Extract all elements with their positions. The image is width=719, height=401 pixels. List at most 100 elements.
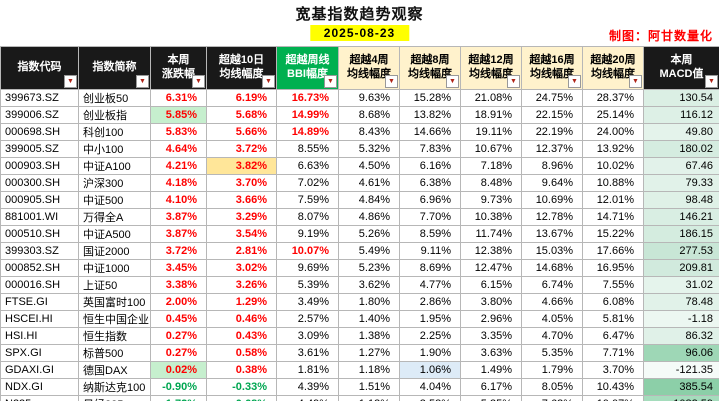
col-header-w16: 超越16周 均线幅度 ▼	[521, 46, 583, 90]
cell-w4: 5.26%	[338, 225, 400, 243]
cell-w16: 8.96%	[521, 157, 583, 175]
cell-w4: 1.40%	[338, 310, 400, 328]
cell-wk: 4.18%	[150, 174, 207, 192]
cell-macd: 180.02	[643, 140, 719, 158]
cell-w20: 24.00%	[582, 123, 644, 141]
cell-w4: 4.61%	[338, 174, 400, 192]
cell-w20: 15.22%	[582, 225, 644, 243]
cell-code: 000510.SH	[0, 225, 79, 243]
cell-w20: 6.47%	[582, 327, 644, 345]
cell-w16: 12.78%	[521, 208, 583, 226]
credit-label: 制图：阿甘数量化	[608, 29, 713, 43]
cell-d10: 6.19%	[206, 89, 277, 107]
cell-code: 399303.SZ	[0, 242, 79, 260]
filter-dropdown-icon[interactable]: ▼	[507, 75, 520, 88]
cell-w4: 1.27%	[338, 344, 400, 362]
filter-dropdown-icon[interactable]: ▼	[568, 75, 581, 88]
cell-w16: 7.63%	[521, 395, 583, 401]
table-row: HSI.HI 恒生指数 0.27% 0.43% 3.09% 1.38% 2.25% 3.35%…	[0, 327, 719, 345]
cell-w20: 10.02%	[582, 157, 644, 175]
cell-w8: 4.04%	[399, 378, 461, 396]
cell-w4: 1.18%	[338, 361, 400, 379]
title-row: 宽基指数趋势观察	[0, 0, 719, 25]
cell-w4: 8.68%	[338, 106, 400, 124]
cell-d10: 5.68%	[206, 106, 277, 124]
cell-code: 399006.SZ	[0, 106, 79, 124]
cell-w12: 21.08%	[460, 89, 522, 107]
cell-code: GDAXI.GI	[0, 361, 79, 379]
cell-name: 中证1000	[78, 259, 151, 277]
filter-dropdown-icon[interactable]: ▼	[385, 75, 398, 88]
filter-dropdown-icon[interactable]: ▼	[64, 75, 77, 88]
cell-name: 德国DAX	[78, 361, 151, 379]
cell-macd: 130.54	[643, 89, 719, 107]
col-header-d10: 超越10日 均线幅度 ▼	[206, 46, 277, 90]
cell-macd: 86.32	[643, 327, 719, 345]
filter-dropdown-icon[interactable]: ▼	[705, 75, 718, 88]
col-header-label: 超越12周 均线幅度	[468, 54, 514, 80]
cell-w4: 5.32%	[338, 140, 400, 158]
table-row: 399303.SZ 国证2000 3.72% 2.81% 10.07% 5.49% 9.11…	[0, 242, 719, 260]
cell-w12: 8.48%	[460, 174, 522, 192]
cell-w20: 14.71%	[582, 208, 644, 226]
filter-dropdown-icon[interactable]: ▼	[136, 75, 149, 88]
cell-macd: 78.48	[643, 293, 719, 311]
cell-wk: 3.38%	[150, 276, 207, 294]
cell-code: 000905.SH	[0, 191, 79, 209]
filter-dropdown-icon[interactable]: ▼	[629, 75, 642, 88]
cell-wk: 4.10%	[150, 191, 207, 209]
cell-w8: 7.70%	[399, 208, 461, 226]
cell-w20: 13.92%	[582, 140, 644, 158]
cell-name: 中小100	[78, 140, 151, 158]
table-row: NDX.GI 纳斯达克100 -0.90% -0.33% 4.39% 1.51% 4.04%…	[0, 378, 719, 396]
cell-wk: 5.83%	[150, 123, 207, 141]
cell-w8: 2.86%	[399, 293, 461, 311]
cell-macd: 79.33	[643, 174, 719, 192]
cell-w20: 16.95%	[582, 259, 644, 277]
cell-w8: 13.82%	[399, 106, 461, 124]
cell-name: 科创100	[78, 123, 151, 141]
cell-bbi: 5.39%	[276, 276, 339, 294]
cell-code: HSI.HI	[0, 327, 79, 345]
cell-name: 日经225	[78, 395, 151, 401]
cell-w4: 1.38%	[338, 327, 400, 345]
cell-w12: 18.91%	[460, 106, 522, 124]
cell-d10: -0.68%	[206, 395, 277, 401]
cell-w12: 3.35%	[460, 327, 522, 345]
cell-wk: 3.45%	[150, 259, 207, 277]
col-header-name: 指数简称 ▼	[78, 46, 151, 90]
cell-w12: 3.63%	[460, 344, 522, 362]
cell-wk: 0.27%	[150, 344, 207, 362]
cell-name: 创业板50	[78, 89, 151, 107]
filter-dropdown-icon[interactable]: ▼	[262, 75, 275, 88]
col-header-label: 超越20周 均线幅度	[590, 54, 636, 80]
cell-w16: 24.75%	[521, 89, 583, 107]
cell-bbi: 8.07%	[276, 208, 339, 226]
cell-d10: 0.43%	[206, 327, 277, 345]
cell-w20: 28.37%	[582, 89, 644, 107]
cell-w8: 1.95%	[399, 310, 461, 328]
cell-w12: 10.38%	[460, 208, 522, 226]
filter-dropdown-icon[interactable]: ▼	[324, 75, 337, 88]
cell-w12: 5.35%	[460, 395, 522, 401]
cell-code: 000300.SH	[0, 174, 79, 192]
col-header-label: 超越16周 均线幅度	[529, 54, 575, 80]
cell-macd: -1.18	[643, 310, 719, 328]
cell-w4: 4.50%	[338, 157, 400, 175]
cell-code: 399005.SZ	[0, 140, 79, 158]
cell-wk: 0.02%	[150, 361, 207, 379]
filter-dropdown-icon[interactable]: ▼	[192, 75, 205, 88]
cell-d10: 2.81%	[206, 242, 277, 260]
index-trend-table: 指数代码 ▼ 指数简称 ▼ 本周 涨跌幅 ▼ 超越10日 均线幅度 ▼ 超越周线 BBI幅度 ▼ 超…	[0, 46, 719, 401]
cell-w16: 22.19%	[521, 123, 583, 141]
table-row: 000016.SH 上证50 3.38% 3.26% 5.39% 3.62% 4.77% 6.…	[0, 276, 719, 294]
cell-d10: 0.58%	[206, 344, 277, 362]
filter-dropdown-icon[interactable]: ▼	[446, 75, 459, 88]
cell-d10: 3.54%	[206, 225, 277, 243]
cell-w12: 7.18%	[460, 157, 522, 175]
col-header-label: 指数代码	[17, 61, 62, 74]
cell-w8: 8.69%	[399, 259, 461, 277]
meta-row: 2025-08-23 制图：阿甘数量化	[0, 25, 719, 46]
cell-d10: 3.29%	[206, 208, 277, 226]
